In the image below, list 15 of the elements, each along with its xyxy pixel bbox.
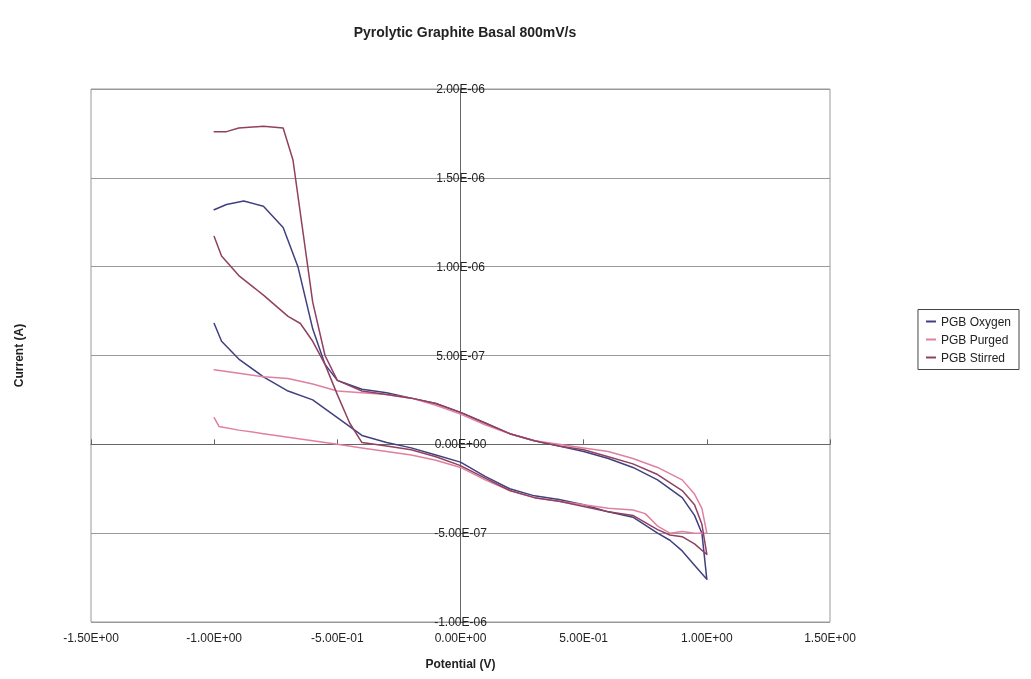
legend-label: PGB Oxygen xyxy=(940,314,1011,329)
chart-title: Pyrolytic Graphite Basal 800mV/s xyxy=(353,24,577,40)
line-series xyxy=(213,125,708,556)
y-tick-label: -1.00E-06 xyxy=(434,615,488,629)
x-tick-label: -1.50E+00 xyxy=(63,631,120,645)
legend-label: PGB Stirred xyxy=(940,350,1005,365)
x-tick-label: 5.00E-01 xyxy=(559,631,609,645)
y-axis-title: Current (A) xyxy=(12,323,26,388)
x-tick-label: 1.00E+00 xyxy=(680,631,734,645)
y-tick-label: 2.00E-06 xyxy=(436,82,486,96)
x-tick-label: -1.00E+00 xyxy=(186,631,243,645)
legend-label: PGB Purged xyxy=(940,332,1009,347)
x-tick-label: 1.50E+00 xyxy=(804,631,857,645)
x-tick-label: -5.00E-01 xyxy=(310,631,365,645)
x-axis-title: Potential (V) xyxy=(425,657,496,671)
